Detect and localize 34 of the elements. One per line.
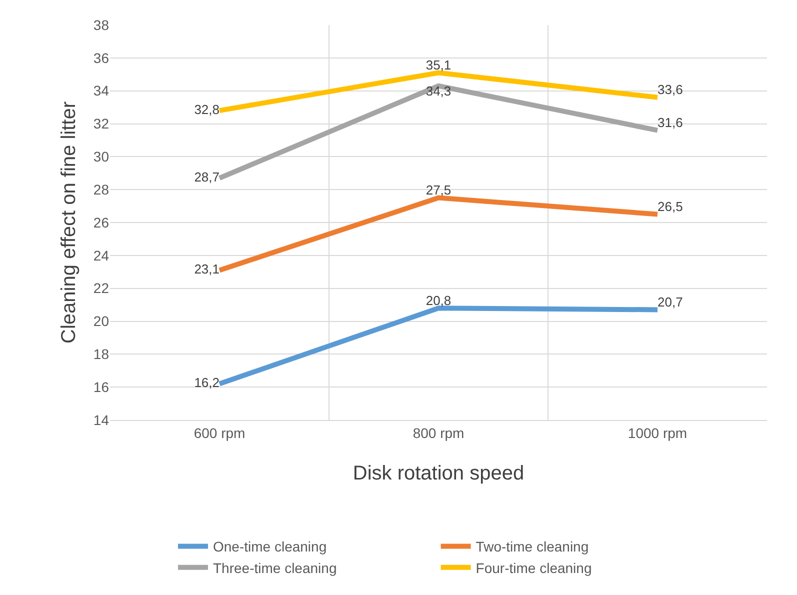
- data-label: 35,1: [426, 57, 452, 72]
- data-label: 27,5: [426, 182, 452, 198]
- data-label: 33,6: [658, 82, 683, 98]
- y-tick-label: 18: [93, 346, 110, 362]
- data-label: 32,8: [194, 102, 220, 117]
- data-label: 28,7: [194, 169, 220, 184]
- y-tick-label: 30: [93, 148, 110, 165]
- y-tick-label: 26: [93, 214, 110, 230]
- y-tick-label: 34: [93, 82, 110, 99]
- y-tick-label: 22: [93, 280, 110, 296]
- data-label: 20,8: [426, 292, 452, 308]
- y-tick-label: 20: [93, 313, 110, 330]
- legend-label: Two-time cleaning: [476, 538, 589, 555]
- data-label: 34,3: [426, 84, 452, 99]
- x-axis-title: Disk rotation speed: [352, 462, 524, 484]
- data-label: 23,1: [194, 261, 220, 276]
- y-tick-label: 38: [93, 16, 110, 33]
- x-tick-label: 1000 rpm: [628, 424, 688, 441]
- legend-label: One-time cleaning: [213, 538, 327, 555]
- y-tick-label: 16: [93, 378, 110, 395]
- y-tick-label: 32: [93, 116, 110, 132]
- y-tick-label: 24: [93, 247, 110, 264]
- x-tick-label: 600 rpm: [194, 424, 246, 441]
- data-label: 16,2: [194, 375, 220, 390]
- y-tick-label: 36: [93, 50, 110, 66]
- y-tick-label: 28: [93, 181, 110, 198]
- legend-label: Four-time cleaning: [476, 560, 592, 576]
- data-label: 20,7: [658, 294, 683, 310]
- legend-label: Three-time cleaning: [213, 560, 337, 576]
- y-axis-title: Cleaning effect on fine litter: [58, 101, 80, 344]
- data-label: 31,6: [658, 115, 683, 130]
- data-label: 26,5: [658, 199, 683, 214]
- x-tick-label: 800 rpm: [412, 424, 464, 441]
- y-tick-label: 14: [93, 412, 110, 428]
